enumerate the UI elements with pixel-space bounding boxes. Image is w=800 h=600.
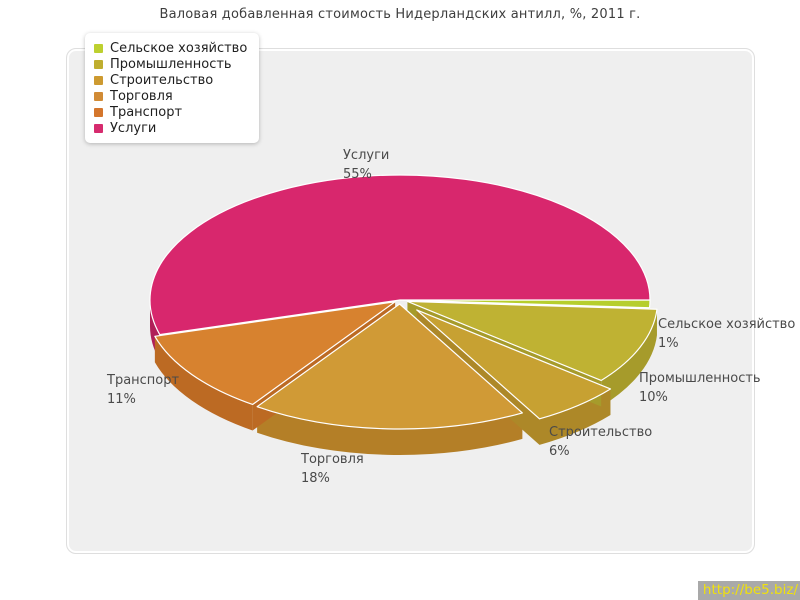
slice-label-3: Торговля 18% (301, 450, 364, 488)
watermark-link[interactable]: http://be5.biz/ (697, 581, 800, 600)
legend-item-4[interactable]: Транспорт (94, 104, 247, 120)
slice-label-0: Сельское хозяйство 1% (658, 315, 795, 353)
pie-slice-3[interactable] (256, 303, 523, 430)
pie-slice-rim (154, 336, 253, 431)
legend-swatch-icon (94, 43, 103, 53)
legend-label: Торговля (110, 88, 173, 104)
legend-item-2[interactable]: Строительство (94, 72, 247, 88)
legend-label: Промышленность (110, 56, 232, 72)
pie-slice-1[interactable] (406, 300, 658, 382)
pie-slice-2[interactable] (416, 309, 612, 420)
slice-label-percent: 55% (343, 167, 372, 182)
pie-slice-5[interactable] (149, 174, 651, 336)
slice-label-2: Строительство 6% (549, 423, 652, 461)
slice-label-name: Сельское хозяйство (658, 317, 796, 332)
slice-label-name: Строительство (549, 425, 653, 440)
slice-label-name: Промышленность (639, 371, 761, 386)
legend-swatch-icon (94, 123, 103, 133)
slice-label-4: Транспорт 11% (107, 371, 179, 409)
legend-item-3[interactable]: Торговля (94, 88, 247, 104)
slice-label-percent: 6% (549, 444, 570, 459)
chart-legend: Сельское хозяйство Промышленность Строител… (85, 33, 260, 143)
slice-label-name: Услуги (343, 148, 390, 163)
slice-label-name: Транспорт (107, 373, 180, 388)
legend-swatch-icon (94, 107, 103, 117)
legend-swatch-icon (94, 75, 103, 85)
slice-label-name: Торговля (301, 452, 364, 467)
slice-label-percent: 1% (658, 336, 679, 351)
legend-label: Услуги (110, 120, 157, 136)
legend-label: Сельское хозяйство (110, 40, 248, 56)
slice-label-percent: 11% (107, 392, 136, 407)
slice-label-1: Промышленность 10% (639, 369, 761, 407)
legend-swatch-icon (94, 91, 103, 101)
legend-swatch-icon (94, 59, 103, 69)
pie-slice-rim (601, 309, 657, 407)
chart-title: Валовая добавленная стоимость Нидерландс… (159, 7, 641, 22)
pie-slice-rim (257, 406, 523, 455)
pie-slice-4[interactable] (154, 301, 396, 406)
slice-label-percent: 10% (639, 390, 668, 405)
legend-label: Строительство (110, 72, 214, 88)
slice-label-5: Услуги 55% (343, 146, 389, 184)
legend-item-0[interactable]: Сельское хозяйство (94, 40, 247, 56)
legend-item-5[interactable]: Услуги (94, 120, 247, 136)
legend-item-1[interactable]: Промышленность (94, 56, 247, 72)
legend-label: Транспорт (110, 104, 183, 120)
slice-label-percent: 18% (301, 471, 330, 486)
